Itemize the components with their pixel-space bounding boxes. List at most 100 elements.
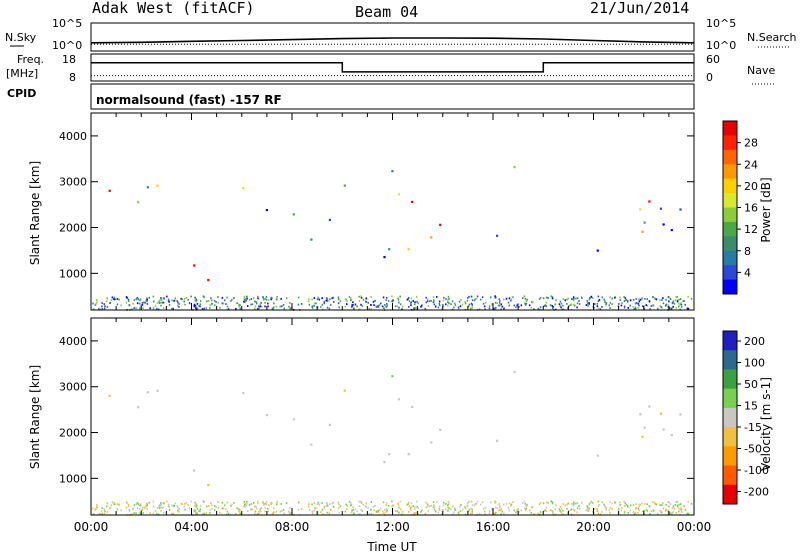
power-cell (194, 299, 196, 302)
power-cell (146, 186, 149, 189)
power-cell (654, 298, 657, 300)
power-cell (500, 308, 502, 311)
velocity-cell (162, 506, 165, 509)
power-cell (333, 301, 335, 303)
power-cell (152, 295, 155, 298)
velocity-cell (316, 503, 319, 506)
power-cell (351, 305, 353, 308)
power-cell (96, 299, 98, 301)
power-cell (361, 305, 363, 307)
power-cell (566, 303, 568, 305)
velocity-cell (531, 506, 533, 508)
power-cell (625, 299, 627, 302)
power-cell (253, 297, 255, 299)
power-cell (567, 307, 569, 310)
power-cell (235, 307, 237, 310)
power-cell (221, 296, 224, 299)
power-cell (659, 305, 661, 307)
velocity-cell (92, 507, 94, 510)
velocity-cell (372, 505, 375, 508)
velocity-cell (383, 461, 386, 464)
velocity-cell (156, 512, 158, 515)
velocity-cell (605, 507, 608, 510)
power-cell (276, 298, 278, 301)
power-cell (133, 307, 135, 309)
power-cell (193, 303, 196, 306)
power-cell (562, 298, 565, 300)
velocity-cell (667, 510, 669, 513)
velocity-cell (386, 501, 388, 504)
power-cell (246, 305, 249, 307)
velocity-cell (308, 503, 310, 506)
power-cell (112, 298, 115, 301)
power-cell (106, 300, 108, 303)
velocity-cell (104, 510, 106, 513)
velocity-cell (573, 502, 575, 505)
power-cell (633, 308, 636, 310)
velocity-cell (152, 505, 155, 508)
power-cell (245, 299, 247, 302)
velocity-cell (510, 503, 513, 506)
velocity-cell (258, 510, 260, 513)
velocity-cell (279, 510, 281, 513)
power-cell (539, 306, 542, 308)
velocity-cell (307, 505, 310, 508)
velocity-cell (323, 505, 326, 508)
power-cell (158, 302, 161, 304)
power-cell (608, 304, 610, 307)
velocity-cell (251, 508, 254, 511)
power-cell (545, 301, 548, 304)
power-cell (244, 301, 246, 303)
power-cell (500, 303, 502, 306)
power-cell (311, 298, 313, 301)
power-cell (202, 295, 205, 298)
velocity-cell (245, 504, 247, 507)
power-cell (634, 302, 637, 305)
velocity-cell (365, 506, 368, 508)
velocity-cell (254, 512, 256, 515)
power-cell (513, 166, 516, 169)
velocity-cell (586, 506, 589, 509)
velocity-cell (673, 507, 676, 510)
velocity-cell (620, 509, 623, 512)
power-cell (570, 303, 573, 306)
velocity-cell (597, 512, 600, 515)
velocity-cell (577, 502, 579, 505)
velocity-cell (524, 507, 526, 510)
velocity-cell (567, 502, 570, 505)
power-cell (329, 298, 331, 301)
velocity-cell (311, 510, 314, 513)
velocity-panel (90, 317, 695, 516)
velocity-cell (385, 504, 387, 506)
velocity-cell (572, 501, 575, 504)
velocity-cell (525, 504, 528, 507)
freq-series (91, 61, 694, 77)
power-cell (244, 298, 247, 301)
power-cell (312, 307, 314, 310)
power-cell (618, 303, 620, 305)
velocity-cell (146, 508, 149, 510)
velocity-cell (146, 505, 148, 508)
power-cell (546, 296, 548, 299)
velocity-cell (350, 502, 352, 504)
power-cell (558, 303, 561, 306)
power-cell (669, 298, 672, 300)
velocity-cell (125, 506, 128, 509)
vel-cbar-tick-label: -50 (744, 443, 762, 456)
velocity-cell (525, 507, 528, 510)
velocity-cell (495, 501, 497, 504)
velocity-cell (243, 500, 245, 503)
power-cell (654, 297, 656, 300)
power-cell (573, 303, 575, 306)
power-cell (271, 297, 273, 300)
velocity-cell (345, 503, 347, 506)
power-cell (184, 303, 186, 306)
power-cell (564, 299, 566, 302)
power-cell (214, 304, 216, 307)
power-cell (680, 298, 682, 300)
vel-cbar-tick-label: -15 (744, 421, 762, 434)
velocity-cell (259, 508, 261, 511)
power-cell (690, 297, 693, 300)
power-cell (156, 307, 158, 310)
velocity-cell (571, 503, 573, 505)
